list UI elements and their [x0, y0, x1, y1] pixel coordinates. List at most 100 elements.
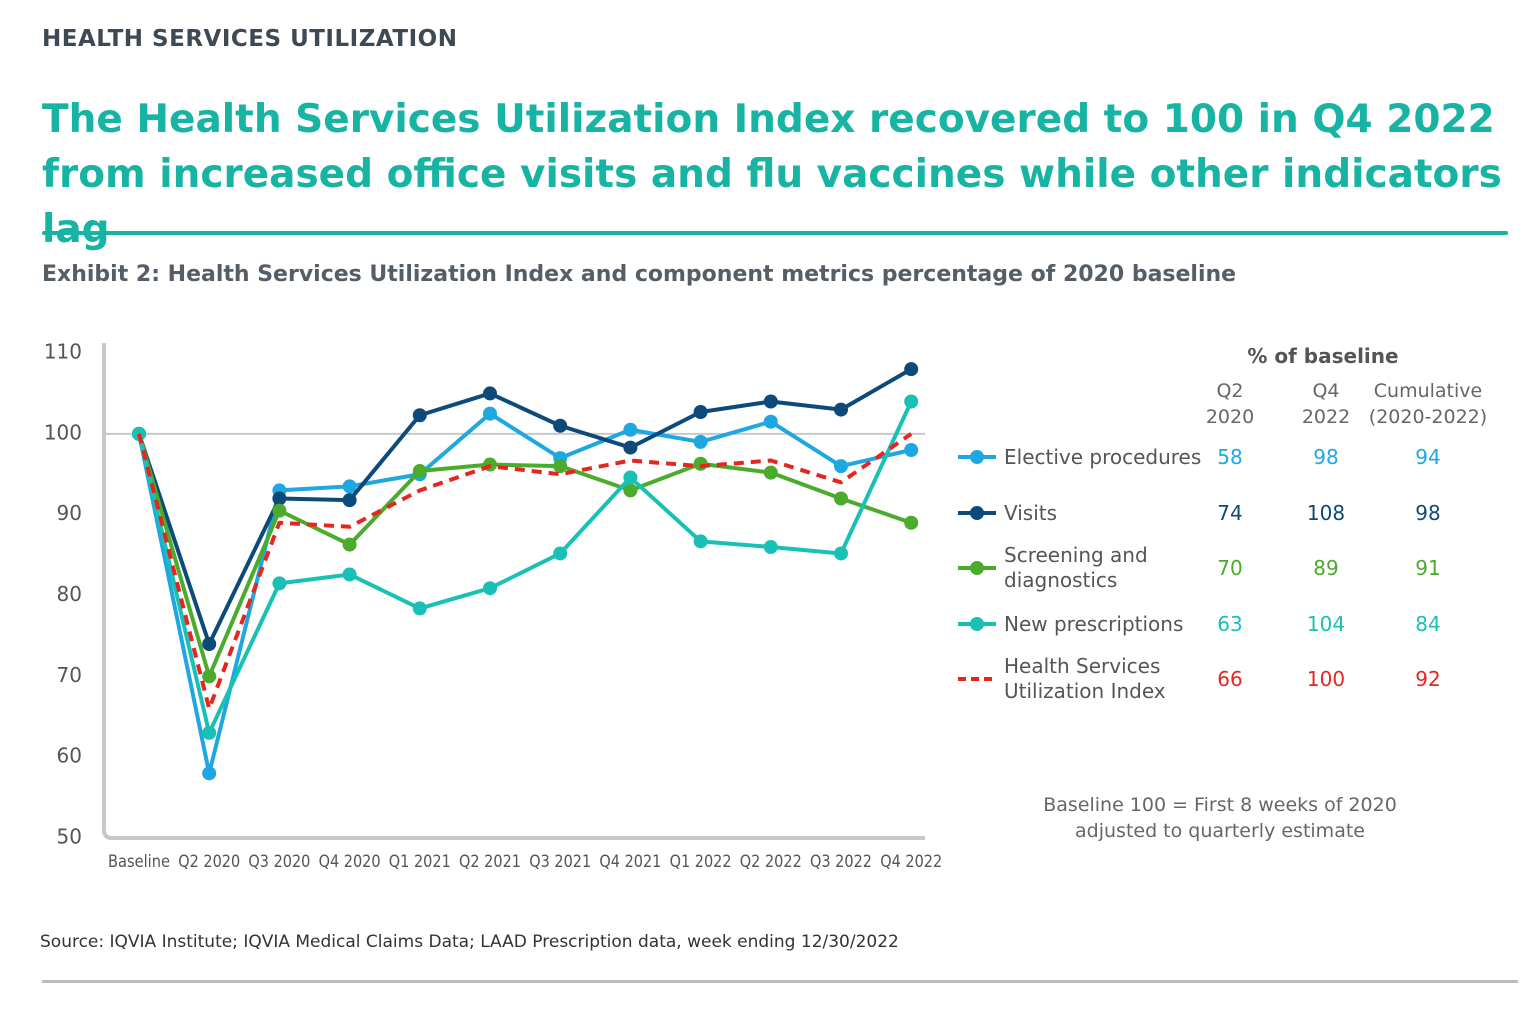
table-title: % of baseline	[1247, 344, 1399, 368]
data-point	[834, 491, 848, 506]
x-tick-label: Q2 2022	[740, 852, 802, 872]
x-tick-label: Q4 2021	[599, 852, 661, 872]
x-tick-label: Q3 2020	[248, 852, 310, 872]
data-point	[412, 408, 427, 423]
data-point	[202, 669, 217, 684]
data-point	[483, 386, 497, 401]
data-point	[412, 464, 427, 479]
x-tick-label: Q1 2022	[670, 852, 732, 872]
column-header: Q2 2020	[1205, 380, 1255, 428]
table-value: 108	[1306, 501, 1346, 525]
data-point	[342, 537, 357, 552]
rule	[42, 980, 1518, 983]
table-value: 74	[1217, 501, 1243, 525]
series-line	[137, 411, 912, 776]
y-tick-label: 90	[57, 501, 82, 525]
table-value: 84	[1415, 612, 1441, 636]
legend-dot	[970, 617, 984, 631]
y-tick-label: 60	[57, 744, 82, 768]
note: Baseline 100 = First 8 weeks of 2020 adj…	[1043, 794, 1397, 842]
x-tick-label: Q1 2021	[389, 852, 451, 872]
data-point	[342, 493, 357, 508]
data-point	[763, 465, 778, 480]
series-line	[137, 367, 913, 646]
data-point	[693, 456, 708, 471]
legend-label: Visits	[1004, 500, 1058, 525]
table-value: 58	[1217, 445, 1243, 469]
data-point	[202, 725, 217, 740]
data-point	[202, 766, 217, 781]
source: Source: IQVIA Institute; IQVIA Medical C…	[40, 932, 899, 952]
data-point	[272, 491, 287, 506]
table-value: 104	[1306, 612, 1346, 636]
data-point	[272, 576, 287, 591]
legend-dot	[970, 506, 984, 520]
data-point	[483, 581, 497, 596]
data-point	[623, 422, 638, 437]
y-tick-label: 70	[57, 663, 82, 687]
legend-marker	[958, 677, 996, 681]
data-point	[693, 405, 708, 420]
x-tick-label: Q3 2022	[810, 852, 872, 872]
data-point	[272, 503, 287, 518]
legend-label: Health Services Utilization Index	[1004, 654, 1166, 703]
y-tick-label: 80	[57, 582, 82, 606]
series-line	[137, 400, 914, 735]
y-tick-label: 100	[44, 420, 82, 444]
data-point	[904, 362, 919, 377]
data-point	[834, 546, 848, 561]
x-tick-label: Q2 2020	[178, 852, 240, 872]
table-value: 66	[1217, 667, 1243, 691]
legend-label: New prescriptions	[1004, 611, 1184, 636]
column-header: Q4 2022	[1301, 380, 1351, 428]
legend-marker	[958, 561, 996, 575]
y-tick-label: 110	[44, 340, 82, 364]
series-line	[137, 432, 913, 711]
legend-marker	[958, 450, 996, 464]
data-point	[763, 394, 778, 409]
table-value: 94	[1415, 445, 1441, 469]
x-tick-label: Q3 2021	[529, 852, 591, 872]
table-value: 98	[1313, 445, 1339, 469]
data-point	[693, 434, 708, 449]
table-value: 98	[1415, 501, 1441, 525]
data-point	[904, 515, 919, 530]
legend-label: Screening and diagnostics	[1004, 543, 1148, 592]
table-value: 70	[1217, 556, 1243, 580]
data-point	[834, 402, 848, 417]
legend-dot	[970, 450, 984, 464]
data-point	[412, 601, 427, 616]
data-point	[763, 414, 778, 429]
x-tick-label: Q4 2020	[319, 852, 381, 872]
data-point	[342, 479, 357, 494]
legend-label: Elective procedures	[1004, 444, 1202, 469]
title: The Health Services Utilization Index re…	[42, 97, 1502, 252]
exhibit-title: Exhibit 2: Health Services Utilization I…	[42, 262, 1237, 287]
legend-dot	[970, 561, 984, 575]
table-value: 63	[1217, 612, 1243, 636]
table-value: 92	[1415, 667, 1441, 691]
y-tick-label: 50	[57, 825, 82, 849]
table-value: 100	[1306, 667, 1346, 691]
data-point	[342, 567, 357, 582]
data-point	[904, 394, 919, 409]
data-point	[202, 637, 217, 651]
data-point	[553, 459, 568, 474]
data-point	[693, 534, 708, 549]
table-value: 89	[1313, 556, 1339, 580]
data-point	[623, 483, 638, 498]
header: HEALTH SERVICES UTILIZATION	[42, 26, 458, 52]
x-tick-label: Baseline	[108, 852, 170, 872]
data-point	[834, 459, 848, 474]
data-point	[623, 440, 638, 455]
data-point	[623, 470, 638, 485]
chart: 50 60 70 80 90 100 110 Baseline Q2 2020 Q3 2020 Q4…	[44, 340, 942, 873]
x-tick-label: Q4 2022	[880, 852, 942, 872]
x-tick-label: Q2 2021	[459, 852, 521, 872]
data-point	[763, 540, 778, 554]
data-point	[553, 418, 568, 433]
data-point	[483, 406, 497, 421]
data-point	[553, 546, 568, 561]
axis	[102, 343, 925, 840]
